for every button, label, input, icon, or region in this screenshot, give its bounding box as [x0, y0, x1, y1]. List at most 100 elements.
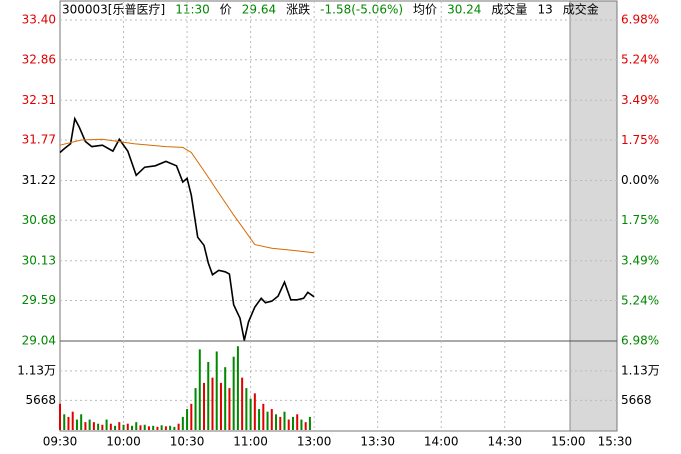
volume-bar	[308, 416, 311, 430]
volume-bar	[122, 424, 125, 430]
volume-bar	[228, 388, 231, 430]
volume-bar	[304, 422, 307, 430]
y2-tick-label: 3.49%	[621, 93, 659, 107]
y2-tick-label: 5.24%	[621, 293, 659, 307]
volume-bar	[241, 377, 244, 430]
volume-bar	[190, 403, 193, 430]
frame	[59, 0, 618, 432]
volume-bar	[135, 422, 138, 430]
volume-bar	[71, 411, 74, 430]
volume-bar	[283, 411, 286, 430]
volume-bar	[75, 419, 78, 430]
x-tick-label: 09:30	[43, 435, 78, 449]
volume-tick-label: 1.13万	[17, 363, 56, 377]
volume-bar	[198, 349, 201, 430]
volume-bar	[109, 423, 112, 430]
volume-bar	[80, 414, 83, 430]
volume-bar	[160, 425, 163, 430]
y-tick-label: 30.13	[22, 253, 56, 267]
y-tick-label: 29.59	[22, 293, 56, 307]
volume-bar	[177, 423, 180, 430]
x-tick-label: 10:30	[170, 435, 205, 449]
volume-tick-label-right: 5668	[621, 393, 652, 407]
x-tick-label: 15:30	[598, 435, 633, 449]
average-line	[59, 138, 315, 254]
volume-bar	[219, 382, 222, 430]
header-volume: 13	[537, 3, 552, 17]
volume-bar	[270, 409, 273, 430]
y-tick-label: 29.04	[22, 334, 56, 348]
volume-bar	[92, 422, 95, 430]
y2-tick-label: 1.75%	[621, 133, 659, 147]
volume-bar	[245, 388, 248, 430]
volume-bar	[152, 425, 155, 430]
volume-bar	[224, 367, 227, 430]
volume-bar	[63, 414, 66, 430]
volume-bar	[296, 414, 299, 430]
header-change: -1.58(-5.06%)	[320, 3, 403, 17]
header-change-label: 涨跌	[286, 2, 310, 17]
volume-bar	[126, 423, 129, 430]
y-tick-label: 30.68	[22, 213, 56, 227]
y2-tick-label: 5.24%	[621, 53, 659, 67]
y2-tick-label: 6.98%	[621, 334, 659, 348]
volume-bar	[131, 425, 134, 430]
volume-bar	[291, 416, 294, 430]
volume-bar	[67, 416, 70, 430]
volume-bar	[97, 423, 100, 430]
volume-bar	[211, 377, 214, 430]
header-volume-label: 成交量	[491, 2, 527, 17]
volume-bar	[236, 346, 239, 430]
volume-bar	[249, 398, 252, 430]
header-price: 29.64	[242, 3, 276, 17]
volume-bar	[88, 419, 91, 430]
volume-bar	[279, 416, 282, 430]
y2-tick-label: 3.49%	[621, 253, 659, 267]
volume-bar	[147, 426, 150, 430]
volume-bar	[181, 416, 184, 430]
volume-bar	[275, 414, 278, 430]
volume-bar	[118, 422, 121, 430]
volume-bar	[173, 426, 176, 430]
header-code: 300003[乐普医疗]	[62, 3, 165, 17]
volume-bar	[59, 403, 61, 430]
y-tick-label: 33.40	[22, 13, 56, 27]
header-price-label: 价	[220, 3, 232, 17]
volume-bar	[300, 419, 303, 430]
x-tick-label: 13:00	[297, 435, 332, 449]
volume-bar	[194, 388, 197, 430]
volume-bar	[215, 351, 218, 430]
y2-tick-label: 1.75%	[621, 213, 659, 227]
volume-bar	[143, 424, 146, 430]
volume-bar	[258, 409, 261, 430]
volume-bar	[266, 411, 269, 430]
volume-bar	[232, 356, 235, 430]
volume-bar	[287, 419, 290, 430]
volume-bar	[114, 425, 117, 430]
after-hours-zone	[569, 0, 618, 432]
volume-bar	[84, 422, 87, 430]
y2-tick-label: 0.00%	[621, 173, 659, 187]
volume-bar	[164, 426, 167, 430]
volume-bar	[253, 393, 256, 430]
y2-tick-label: 6.98%	[621, 13, 659, 27]
header-avg: 30.24	[447, 3, 481, 17]
x-tick-label: 13:30	[360, 435, 395, 449]
volume-bar	[203, 382, 206, 430]
volume-bar	[101, 424, 104, 430]
x-tick-label: 10:00	[106, 435, 141, 449]
volume-bar	[262, 403, 265, 430]
header-avg-label: 均价	[413, 3, 437, 17]
volume-tick-label-right: 1.13万	[621, 363, 660, 377]
volume-bar	[186, 409, 189, 430]
header-amount-label: 成交金	[563, 2, 599, 17]
header-time: 11:30	[175, 3, 210, 17]
volume-tick-label: 5668	[25, 393, 56, 407]
volume-bar	[105, 419, 108, 430]
volume-bar	[169, 425, 172, 430]
y-tick-label: 31.22	[22, 173, 56, 187]
y-tick-label: 32.31	[22, 93, 56, 107]
x-tick-label: 11:00	[233, 435, 268, 449]
volume-bar	[207, 361, 210, 430]
